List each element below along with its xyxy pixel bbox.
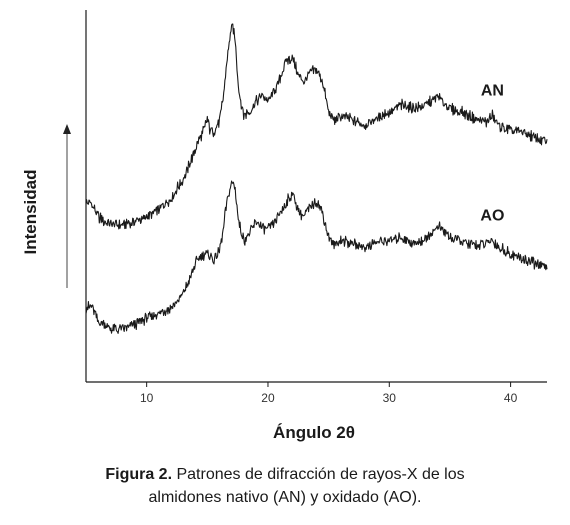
xrd-chart: AN AO 10 20 30 40 Intensidad Ángulo 2θ bbox=[21, 10, 548, 442]
x-tick-label: 10 bbox=[140, 391, 154, 405]
x-tick-label: 20 bbox=[261, 391, 275, 405]
ticks-layer: 10 20 30 40 bbox=[140, 382, 518, 405]
figure-caption: Figura 2. Patrones de difracción de rayo… bbox=[0, 463, 570, 509]
caption-text-1: Patrones de difracción de rayos-X de los bbox=[172, 466, 465, 483]
series-layer: AN AO bbox=[85, 23, 548, 334]
x-axis-title: Ángulo 2θ bbox=[273, 423, 355, 442]
caption-lead: Figura 2. bbox=[105, 466, 173, 483]
axes bbox=[63, 10, 547, 383]
intensity-arrow-head bbox=[63, 124, 71, 134]
series-line-ao bbox=[85, 180, 548, 334]
caption-line-2: almidones nativo (AN) y oxidado (AO). bbox=[148, 489, 422, 506]
caption-line-1: Figura 2. Patrones de difracción de rayo… bbox=[0, 463, 570, 486]
x-tick-label: 40 bbox=[504, 391, 518, 405]
series-label-ao: AO bbox=[480, 207, 504, 224]
y-axis-title: Intensidad bbox=[21, 169, 40, 254]
series-line-an bbox=[85, 23, 548, 230]
x-tick-label: 30 bbox=[383, 391, 397, 405]
series-label-an: AN bbox=[481, 82, 504, 99]
